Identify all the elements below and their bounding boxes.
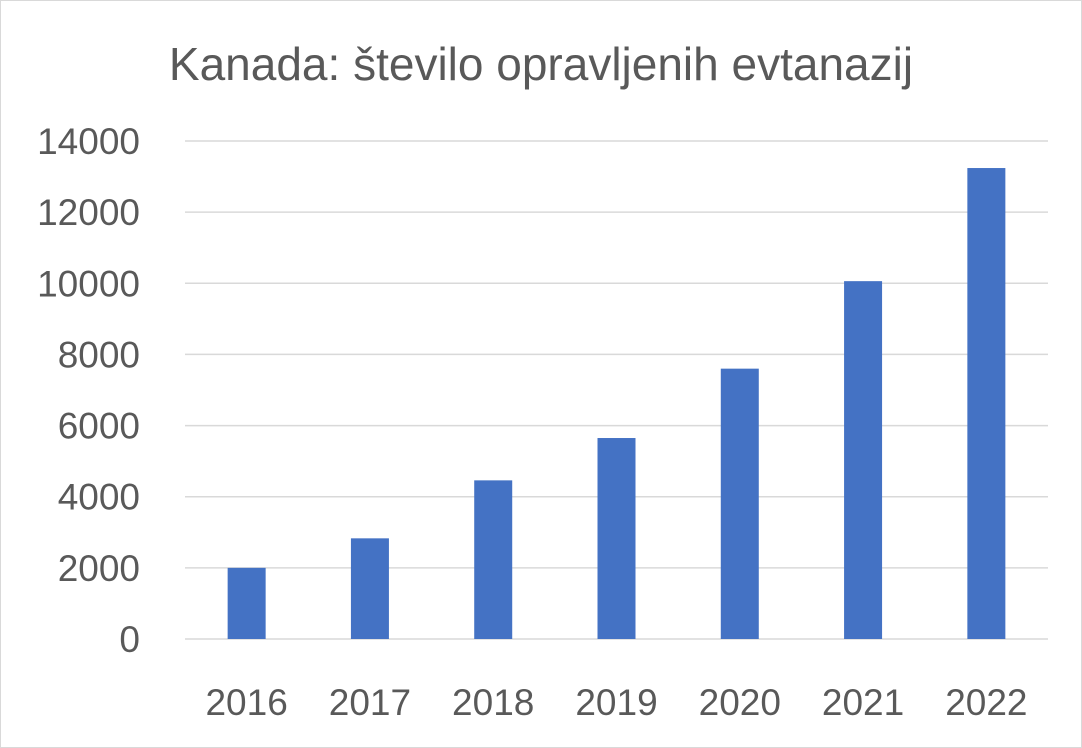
y-tick-label: 8000: [58, 334, 140, 375]
y-axis-ticks: 0 2000 4000 6000 8000 10000 12000 14000: [37, 121, 140, 660]
bar-2016: [227, 567, 266, 639]
bar-2019: [597, 438, 636, 639]
y-tick-label: 2000: [58, 548, 140, 589]
x-tick-label: 2021: [822, 682, 904, 723]
y-tick-label: 10000: [37, 263, 140, 304]
x-tick-label: 2019: [575, 682, 657, 723]
y-tick-label: 4000: [58, 477, 140, 518]
chart-title: Kanada: število opravljenih evtanazij: [168, 38, 914, 90]
bar-2020: [720, 368, 759, 639]
x-tick-label: 2016: [205, 682, 287, 723]
bars: [227, 168, 1006, 639]
bar-2022: [967, 168, 1006, 639]
x-tick-label: 2020: [699, 682, 781, 723]
x-tick-label: 2018: [452, 682, 534, 723]
y-tick-label: 14000: [37, 121, 140, 162]
x-tick-label: 2022: [945, 682, 1027, 723]
y-tick-label: 12000: [37, 192, 140, 233]
bar-2018: [474, 480, 513, 639]
bar-2021: [844, 281, 883, 639]
bar-2017: [350, 538, 389, 639]
y-tick-label: 0: [119, 619, 140, 660]
y-tick-label: 6000: [58, 406, 140, 447]
x-tick-label: 2017: [329, 682, 411, 723]
x-axis-ticks: 2016 2017 2018 2019 2020 2021 2022: [205, 682, 1027, 723]
